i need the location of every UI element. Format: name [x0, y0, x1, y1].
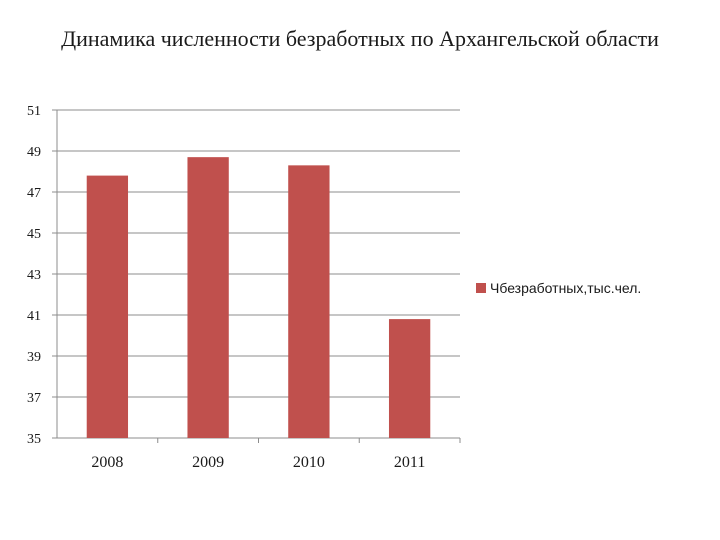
bar-2010: [288, 165, 330, 438]
bars: [86, 157, 431, 438]
bar-2011: [388, 319, 431, 438]
y-tick-label: 45: [27, 227, 41, 242]
legend-label: Чбезработных,тыс.чел.: [490, 280, 641, 296]
y-axis-ticks: 35 37 39 41 43 45 47 49 51: [27, 104, 57, 447]
y-tick-label: 47: [27, 186, 41, 201]
y-tick-label: 51: [27, 104, 41, 119]
bar-2009: [187, 157, 229, 438]
x-tick-label-2011: 2011: [394, 454, 425, 471]
y-tick-label: 49: [27, 145, 41, 160]
legend: Чбезработных,тыс.чел.: [476, 280, 641, 296]
y-tick-label: 35: [27, 432, 41, 447]
y-tick-label: 39: [27, 350, 41, 365]
x-axis-ticks: 2008 2009 2010 2011: [91, 438, 461, 471]
y-tick-label: 37: [27, 391, 41, 406]
y-tick-label: 41: [27, 309, 41, 324]
x-tick-label-2010: 2010: [293, 454, 325, 471]
bar-2008: [86, 175, 129, 438]
x-tick-label-2009: 2009: [192, 454, 224, 471]
y-tick-label: 43: [27, 268, 41, 283]
legend-swatch: [476, 283, 486, 293]
chart-title: Динамика численности безработных по Арха…: [61, 26, 659, 51]
x-tick-label-2008: 2008: [91, 454, 123, 471]
